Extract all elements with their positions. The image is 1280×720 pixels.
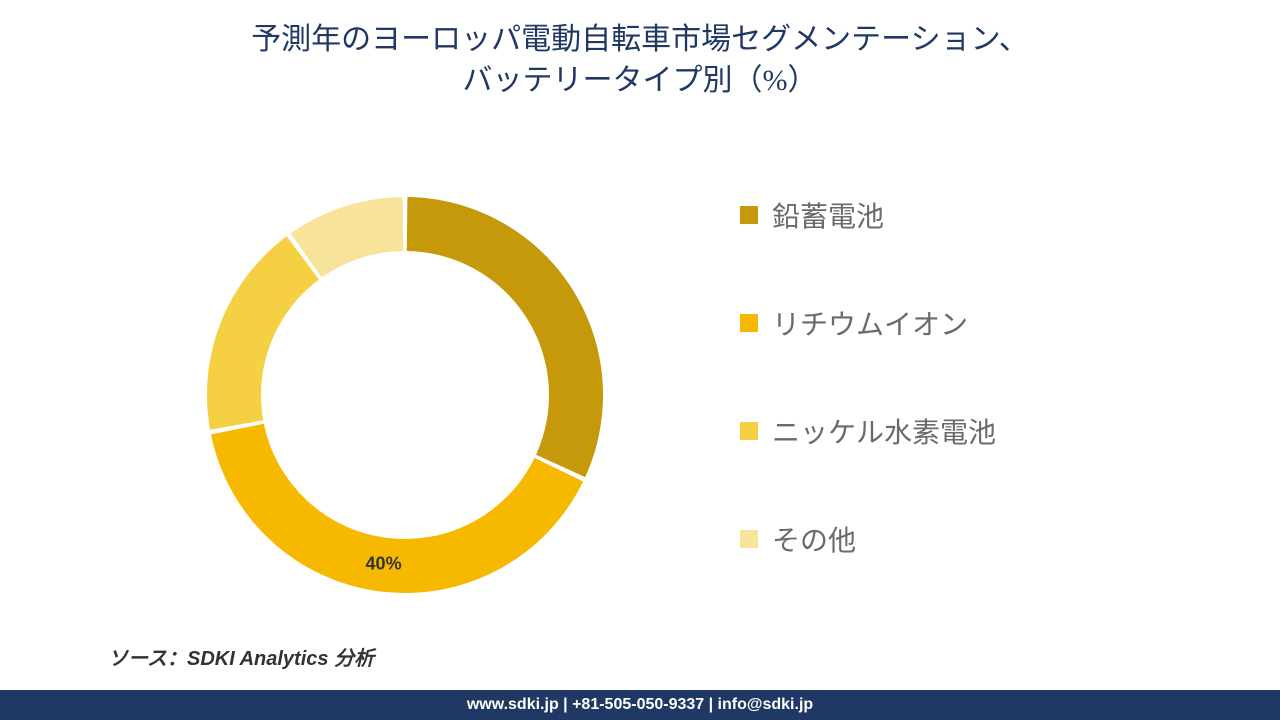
legend-label-3: その他 (772, 519, 856, 559)
legend-item-2: ニッケル水素電池 (740, 411, 996, 451)
legend-swatch-2 (740, 422, 758, 440)
chart-title-line2: バッテリータイプ別（%） (463, 64, 818, 97)
legend-item-0: 鉛蓄電池 (740, 195, 996, 235)
legend-label-2: ニッケル水素電池 (772, 411, 996, 451)
donut-slice-label-lithium_ion: 40% (366, 553, 402, 573)
donut-chart: 40% (167, 157, 643, 633)
legend-swatch-3 (740, 530, 758, 548)
legend-swatch-1 (740, 314, 758, 332)
donut-svg: 40% (167, 157, 643, 633)
legend-item-1: リチウムイオン (740, 303, 996, 343)
legend-item-3: その他 (740, 519, 996, 559)
footer-text: www.sdki.jp | +81-505-050-9337 | info@sd… (467, 696, 813, 713)
source-text: ソース：SDKI Analytics 分析 (108, 642, 374, 671)
legend: 鉛蓄電池リチウムイオンニッケル水素電池その他 (740, 195, 996, 559)
legend-label-1: リチウムイオン (772, 303, 968, 343)
legend-label-0: 鉛蓄電池 (772, 195, 884, 235)
chart-title-line1: 予測年のヨーロッパ電動自転車市場セグメンテーション、 (251, 23, 1029, 56)
footer-bar: www.sdki.jp | +81-505-050-9337 | info@sd… (0, 690, 1280, 720)
chart-title: 予測年のヨーロッパ電動自転車市場セグメンテーション、 バッテリータイプ別（%） (0, 20, 1280, 101)
legend-swatch-0 (740, 206, 758, 224)
donut-slice-lead_acid (407, 197, 603, 477)
donut-slice-nimh (207, 236, 319, 429)
